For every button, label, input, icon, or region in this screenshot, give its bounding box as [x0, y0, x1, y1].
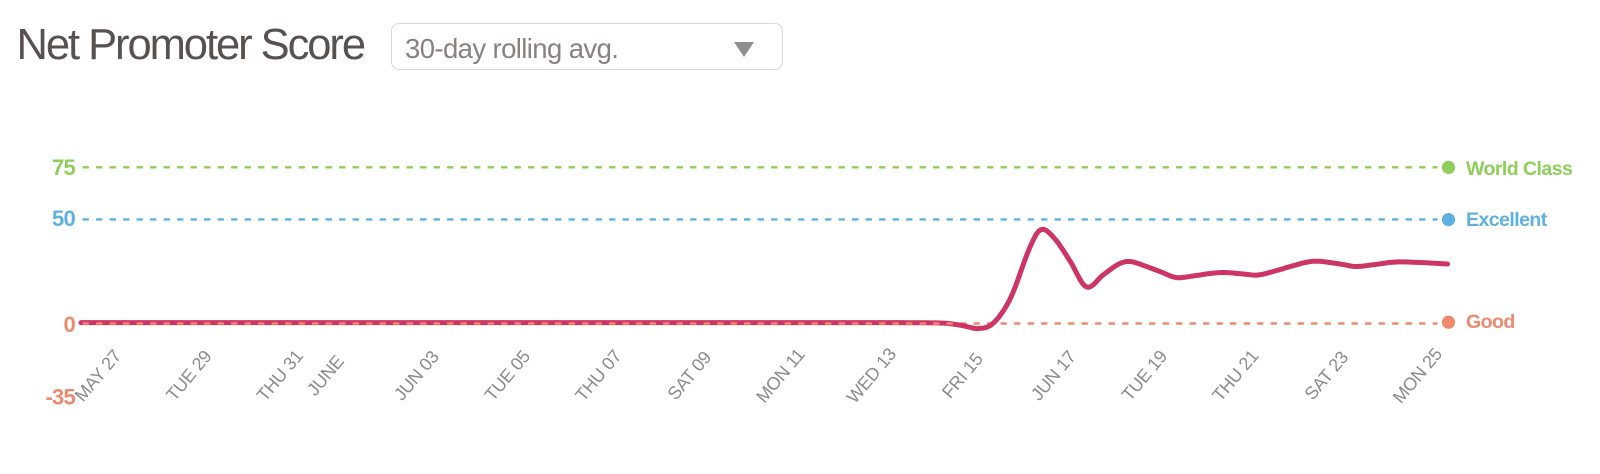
svg-text:THU 07: THU 07	[571, 346, 625, 405]
svg-text:JUN 17: JUN 17	[1027, 347, 1080, 405]
svg-text:-35: -35	[45, 385, 75, 410]
svg-text:TUE 19: TUE 19	[1118, 346, 1172, 404]
svg-text:50: 50	[52, 206, 75, 231]
svg-text:SAT 23: SAT 23	[1301, 347, 1353, 403]
svg-text:World Class: World Class	[1466, 158, 1573, 180]
svg-text:THU 21: THU 21	[1208, 346, 1262, 405]
svg-text:TUE 29: TUE 29	[162, 346, 216, 404]
svg-text:MON 25: MON 25	[1389, 344, 1446, 407]
svg-text:TUE 05: TUE 05	[481, 346, 535, 404]
svg-text:SAT 09: SAT 09	[664, 347, 716, 403]
svg-text:WED 13: WED 13	[843, 344, 900, 407]
svg-text:MON 11: MON 11	[752, 345, 809, 407]
svg-text:0: 0	[64, 312, 76, 337]
svg-text:Excellent: Excellent	[1466, 209, 1548, 231]
svg-text:JUN 03: JUN 03	[390, 347, 443, 405]
svg-text:MAY 27: MAY 27	[71, 346, 125, 405]
svg-text:75: 75	[52, 155, 75, 180]
svg-text:THU 31: THU 31	[253, 346, 307, 405]
svg-text:FRI 15: FRI 15	[938, 349, 987, 402]
svg-text:Good: Good	[1466, 311, 1515, 333]
svg-text:JUNE: JUNE	[303, 351, 348, 399]
